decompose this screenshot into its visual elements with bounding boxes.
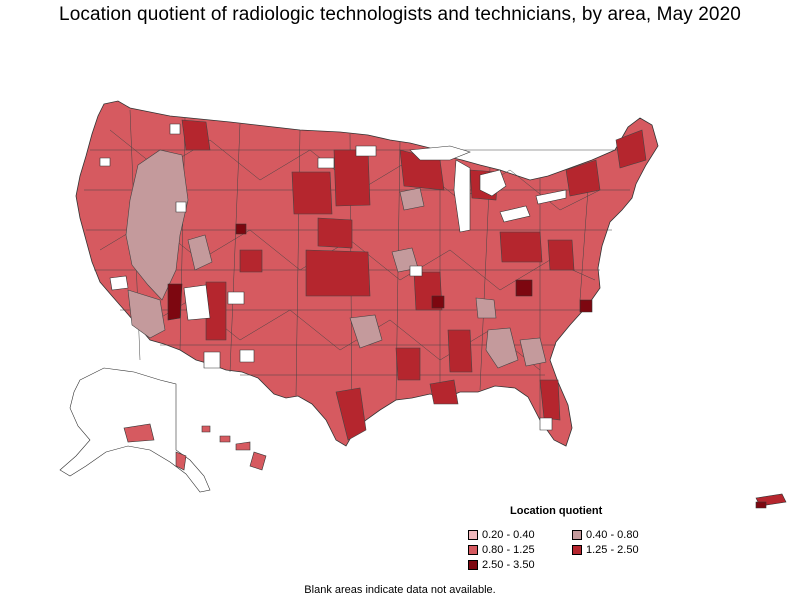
legend-swatch — [572, 530, 582, 540]
legend-item-0-20-0-40: 0.20 - 0.40 — [468, 529, 572, 541]
hawaii-region — [201, 425, 267, 471]
low-lq-regions — [125, 149, 547, 369]
legend-swatch — [572, 545, 582, 555]
legend-label: 0.80 - 1.25 — [482, 544, 535, 556]
legend-swatch — [468, 530, 478, 540]
no-data-areas — [99, 123, 553, 431]
legend-item-1-25-2-50: 1.25 - 2.50 — [572, 544, 668, 556]
footnote: Blank areas indicate data not available. — [304, 584, 496, 596]
puerto-rico-region — [755, 493, 787, 509]
legend-item-0-80-1-25: 0.80 - 1.25 — [468, 544, 572, 556]
legend-title: Location quotient — [510, 505, 603, 517]
alaska-region — [59, 367, 211, 493]
legend-label: 1.25 - 2.50 — [586, 544, 639, 556]
map-title: Location quotient of radiologic technolo… — [59, 4, 741, 25]
legend-label: 0.40 - 0.80 — [586, 529, 639, 541]
legend-label: 2.50 - 3.50 — [482, 559, 535, 571]
map-legend: Location quotient 0.20 - 0.40 0.40 - 0.8… — [468, 505, 668, 571]
legend-grid: 0.20 - 0.40 0.40 - 0.80 0.80 - 1.25 1.25… — [468, 529, 668, 571]
high-lq-regions — [181, 119, 647, 441]
legend-swatch — [468, 560, 478, 570]
highest-lq-regions — [167, 223, 593, 321]
great-lakes — [409, 145, 567, 223]
legend-swatch — [468, 545, 478, 555]
legend-label: 0.20 - 0.40 — [482, 529, 535, 541]
legend-item-2-50-3-50: 2.50 - 3.50 — [468, 559, 572, 571]
legend-item-0-40-0-80: 0.40 - 0.80 — [572, 529, 668, 541]
